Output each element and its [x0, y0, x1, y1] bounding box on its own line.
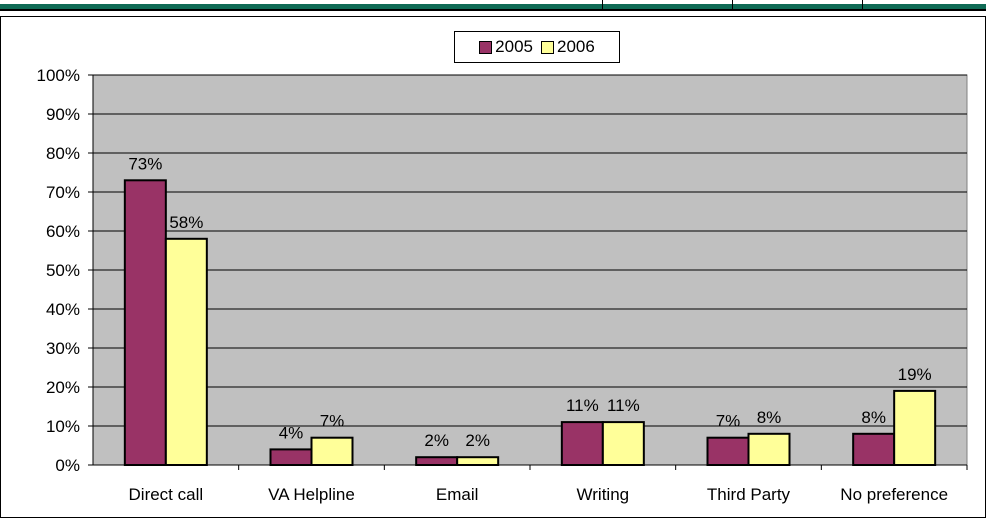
data-label-2005: 73% — [128, 154, 162, 173]
y-tick-label: 90% — [46, 105, 80, 124]
bar-2005 — [123, 179, 167, 467]
data-label-2006: 11% — [607, 396, 640, 415]
top-tick — [732, 0, 733, 10]
legend: 2005 2006 — [454, 31, 620, 63]
bar-2006 — [310, 436, 354, 467]
bar-2005 — [269, 448, 313, 466]
bar-2005 — [852, 432, 896, 466]
y-tick-label: 70% — [46, 183, 80, 202]
data-label-2005: 11% — [566, 396, 599, 415]
bar-2005 — [415, 456, 459, 467]
bar-2006 — [747, 432, 791, 466]
bar-2006 — [893, 389, 937, 466]
legend-label-2006: 2006 — [557, 37, 595, 56]
top-teal-strip — [0, 4, 986, 9]
data-label-2005: 8% — [861, 408, 886, 427]
x-category-label: Third Party — [707, 485, 791, 504]
x-category-label: Writing — [577, 485, 630, 504]
legend-swatch-2006 — [541, 40, 554, 54]
data-label-2006: 2% — [465, 431, 490, 450]
top-black-line — [0, 9, 986, 11]
y-tick-label: 40% — [46, 300, 80, 319]
data-label-2005: 7% — [716, 412, 741, 431]
y-tick-label: 60% — [46, 222, 80, 241]
y-tick-label: 50% — [46, 261, 80, 280]
legend-item-2006: 2006 — [541, 37, 595, 57]
y-tick-label: 20% — [46, 378, 80, 397]
y-tick-label: 0% — [55, 456, 80, 475]
top-tick — [602, 0, 603, 10]
bar-2006 — [601, 421, 645, 467]
y-tick-label: 10% — [46, 417, 80, 436]
bar-2005 — [706, 436, 750, 467]
legend-label-2005: 2005 — [495, 37, 533, 56]
legend-swatch-2005 — [479, 40, 493, 54]
bar-2006 — [456, 456, 500, 467]
top-border-band — [0, 0, 986, 14]
x-category-label: Direct call — [129, 485, 204, 504]
data-label-2006: 8% — [757, 408, 782, 427]
x-category-label: Email — [436, 485, 479, 504]
x-category-label: VA Helpline — [268, 485, 355, 504]
data-label-2006: 58% — [169, 213, 203, 232]
data-label-2005: 4% — [279, 423, 304, 442]
bar-2006 — [164, 237, 208, 466]
bar-2005 — [560, 421, 604, 467]
data-label-2006: 19% — [898, 365, 932, 384]
legend-item-2005: 2005 — [479, 37, 533, 57]
y-tick-label: 80% — [46, 144, 80, 163]
data-label-2006: 7% — [320, 412, 345, 431]
top-tick — [862, 0, 863, 10]
data-label-2005: 2% — [424, 431, 449, 450]
y-tick-label: 100% — [37, 66, 80, 85]
y-tick-label: 30% — [46, 339, 80, 358]
x-category-label: No preference — [840, 485, 948, 504]
